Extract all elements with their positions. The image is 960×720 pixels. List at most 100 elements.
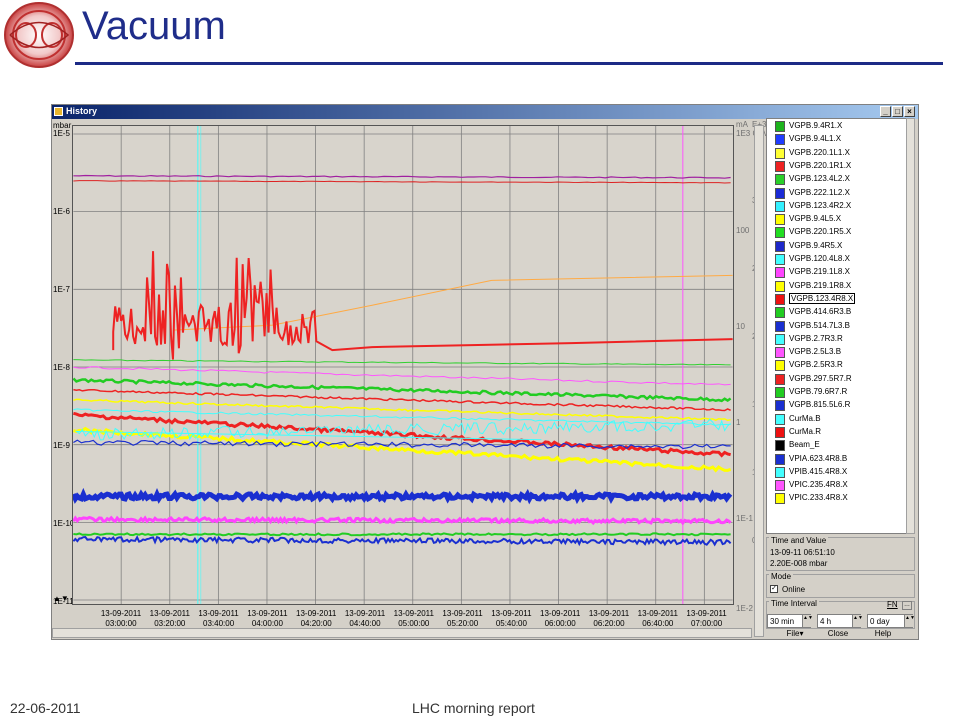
- close-button[interactable]: Close: [827, 629, 849, 638]
- right-tick-label: 1E-1: [736, 514, 753, 523]
- maximize-button[interactable]: □: [892, 106, 903, 117]
- y-tick-label: 1E-9: [53, 441, 70, 450]
- trace-green-low: [73, 532, 731, 537]
- legend-item[interactable]: VGPB.9.4R5.X: [767, 240, 913, 253]
- time-interval-title: Time Interval: [769, 599, 819, 608]
- step-value: 30 min: [770, 617, 795, 626]
- legend-label: VGPB.123.4L2.X: [789, 174, 850, 184]
- trace-blue-thick: [73, 487, 733, 505]
- legend-item[interactable]: VGPB.9.4L1.X: [767, 133, 913, 146]
- legend-swatch: [775, 466, 785, 478]
- legend-label: VGPB.123.4R2.X: [789, 200, 852, 210]
- minimize-button[interactable]: _: [880, 106, 891, 117]
- legend-item[interactable]: CurMa.R: [767, 426, 913, 439]
- close-window-button[interactable]: ×: [904, 106, 915, 117]
- legend-swatch: [775, 227, 785, 239]
- help-button[interactable]: Help: [874, 629, 892, 638]
- legend-item[interactable]: VGPB.123.4R2.X: [767, 200, 913, 213]
- trace-cyan-1: [73, 408, 731, 426]
- legend-scrollbar[interactable]: [906, 118, 915, 534]
- legend-label: Beam_E: [789, 440, 820, 450]
- x-tick-label: 13-09-2011 04:00:00: [247, 609, 288, 628]
- file-menu-button[interactable]: File▾: [786, 629, 804, 638]
- trace-red-2: [73, 388, 731, 412]
- legend-swatch: [775, 280, 785, 292]
- legend-item[interactable]: VGPB.123.4L2.X: [767, 173, 913, 186]
- legend-item[interactable]: VGPB.220.1L1.X: [767, 147, 913, 160]
- legend-item[interactable]: VGPB.815.5L6.R: [767, 399, 913, 412]
- legend-item[interactable]: CurMa.B: [767, 413, 913, 426]
- x-tick-label: 13-09-2011 06:00:00: [540, 609, 581, 628]
- window-titlebar[interactable]: History _ □ ×: [52, 105, 918, 119]
- footer-date: 22-06-2011: [10, 700, 81, 716]
- legend-label: VGPB.219.1R8.X: [789, 280, 852, 290]
- right-tick-label: 100: [736, 226, 750, 235]
- offset-select[interactable]: 0 day ▲▼: [867, 614, 915, 628]
- legend-item[interactable]: VGPB.120.4L8.X: [767, 253, 913, 266]
- x-tick-label: 13-09-2011 05:00:00: [393, 609, 434, 628]
- legend-item[interactable]: VGPB.2.5L3.B: [767, 346, 913, 359]
- step-select[interactable]: 30 min ▲▼: [767, 614, 813, 628]
- legend-item[interactable]: Beam_E: [767, 439, 913, 452]
- trace-red-band: [73, 411, 732, 458]
- x-tick-label: 13-09-2011 03:40:00: [198, 609, 239, 628]
- legend-item[interactable]: VGPB.219.1R8.X: [767, 280, 913, 293]
- legend-item[interactable]: VGPB.219.1L8.X: [767, 266, 913, 279]
- trace-yellow-1: [73, 398, 731, 422]
- x-tick-label: 13-09-2011 06:40:00: [637, 609, 678, 628]
- legend-label: VGPB.9.4L5.X: [789, 214, 842, 224]
- fn-button[interactable]: FN: [887, 600, 898, 609]
- legend-item[interactable]: VGPB.414.6R3.B: [767, 306, 913, 319]
- legend-item[interactable]: VGPB.9.4R1.X: [767, 120, 913, 133]
- trace-green-2: [73, 377, 732, 403]
- signal-legend[interactable]: VGPB.9.4R1.X VGPB.9.4L1.X VGPB.220.1L1.X VG…: [766, 118, 914, 534]
- legend-swatch: [775, 413, 785, 425]
- trace-yellow-band: [73, 426, 732, 473]
- calendar-icon[interactable]: …: [902, 601, 912, 610]
- legend-item[interactable]: VPIA.623.4R8.B: [767, 453, 913, 466]
- step-spinner-icon[interactable]: ▲▼: [802, 615, 813, 627]
- trace-cyan-noisy: [74, 418, 731, 441]
- legend-item[interactable]: VGPB.79.6R7.R: [767, 386, 913, 399]
- legend-swatch: [775, 493, 785, 505]
- y-tick-label: 1E-11: [53, 597, 74, 606]
- legend-label: VGPB.220.1L1.X: [789, 147, 850, 157]
- y-tick-label: 1E-6: [53, 207, 70, 216]
- legend-item[interactable]: VGPB.222.1L2.X: [767, 187, 913, 200]
- span-select[interactable]: 4 h ▲▼: [817, 614, 863, 628]
- legend-item[interactable]: VGPB.220.1R1.X: [767, 160, 913, 173]
- legend-item[interactable]: VGPB.514.7L3.B: [767, 320, 913, 333]
- horizontal-scrollbar[interactable]: [52, 628, 752, 638]
- trace-orange: [172, 274, 733, 331]
- legend-swatch: [775, 267, 785, 279]
- legend-swatch: [775, 254, 785, 265]
- legend-label: VGPB.222.1L2.X: [789, 187, 850, 197]
- offset-value: 0 day: [870, 617, 890, 626]
- y-tick-label: 1E-7: [53, 285, 70, 294]
- title-divider: [75, 62, 943, 65]
- legend-swatch: [775, 333, 785, 345]
- history-plot[interactable]: [72, 125, 734, 605]
- legend-item[interactable]: VPIC.233.4R8.X: [767, 492, 913, 505]
- legend-swatch: [775, 160, 785, 172]
- legend-item[interactable]: VGPB.220.1R5.X: [767, 226, 913, 239]
- legend-item[interactable]: VGPB.123.4R8.X: [767, 292, 913, 306]
- legend-swatch: [775, 307, 785, 319]
- legend-item[interactable]: VGPB.9.4L5.X: [767, 213, 913, 226]
- legend-item[interactable]: VGPB.297.5R7.R: [767, 373, 913, 386]
- legend-item[interactable]: VGPB.2.5R3.R: [767, 359, 913, 372]
- legend-label: VGPB.414.6R3.B: [789, 307, 852, 317]
- span-spinner-icon[interactable]: ▲▼: [852, 615, 863, 627]
- legend-item[interactable]: VPIC.235.4R8.X: [767, 479, 913, 492]
- legend-label: VGPB.79.6R7.R: [789, 387, 848, 396]
- right-tick-label: 1E-2: [736, 604, 753, 613]
- legend-item[interactable]: VPIB.415.4R8.X: [767, 466, 913, 479]
- legend-label: VPIA.623.4R8.B: [789, 453, 848, 463]
- legend-label: VGPB.123.4R8.X: [789, 292, 856, 304]
- legend-swatch: [775, 121, 785, 132]
- offset-spinner-icon[interactable]: ▲▼: [904, 615, 915, 627]
- online-checkbox[interactable]: ✓: [770, 585, 778, 593]
- legend-label: VGPB.2.5R3.R: [789, 360, 843, 370]
- y-scroll-arrows[interactable]: ▲▼: [53, 594, 69, 603]
- legend-item[interactable]: VGPB.2.7R3.R: [767, 333, 913, 346]
